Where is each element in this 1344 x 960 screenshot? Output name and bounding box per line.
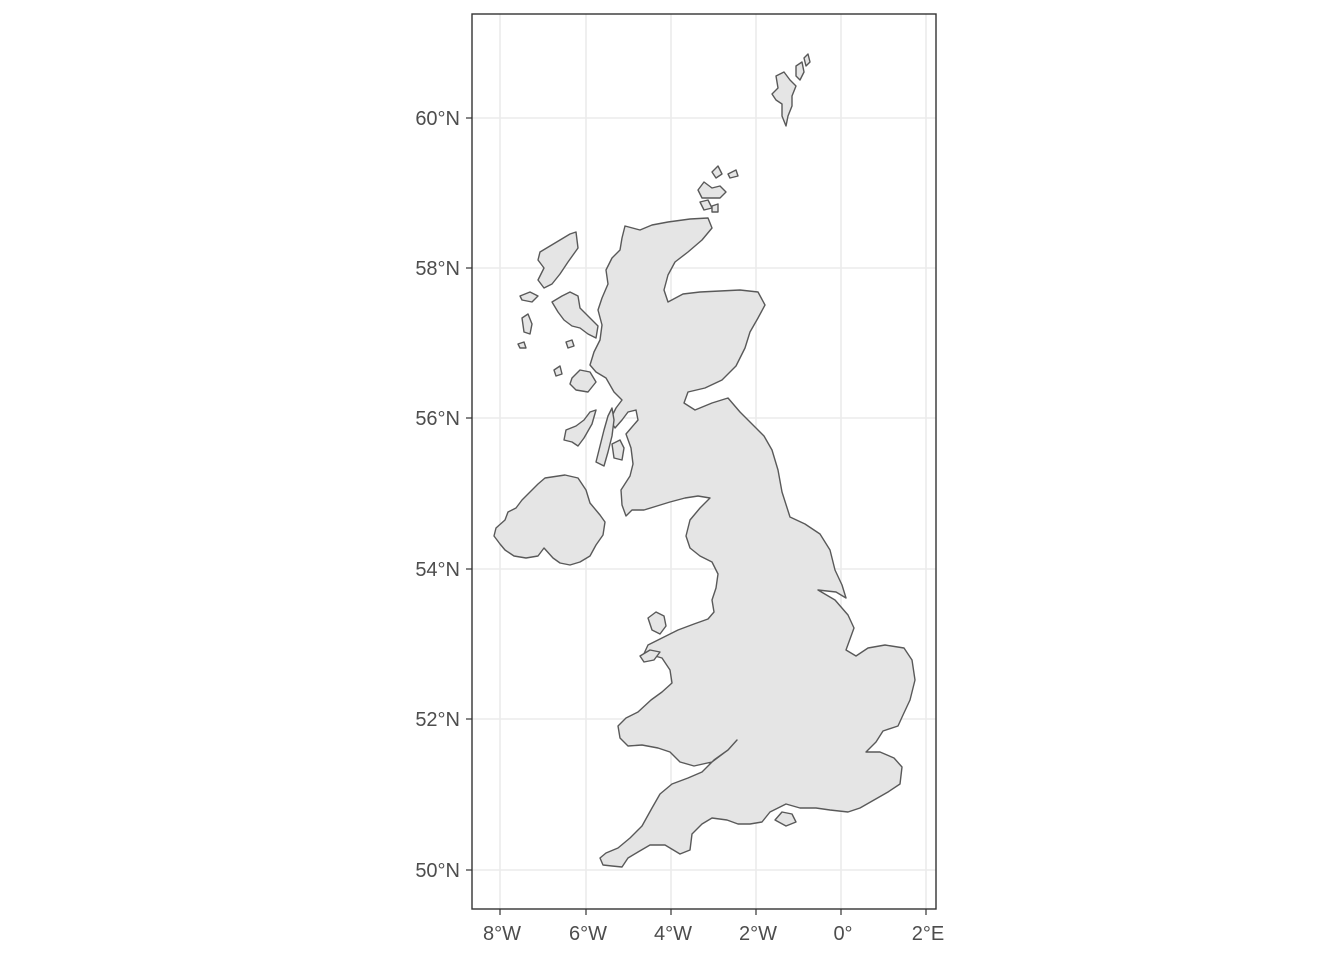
mull [569,369,597,393]
barra [517,341,527,349]
kintyre [595,407,615,467]
arran [611,439,625,461]
y-tick-label: 50°N [415,860,460,882]
y-tick-label: 56°N [415,408,460,430]
shetland-unst [803,53,811,67]
land-masses [493,53,916,868]
shetland-mainland [771,71,797,127]
northern-ireland [493,474,606,566]
south-uist [521,313,533,335]
orkney-main [697,181,727,199]
isle-of-man [647,611,667,635]
skye [551,291,599,339]
orkney-south [711,203,719,213]
y-tick-label: 52°N [415,709,460,731]
north-uist [519,291,539,303]
lewis-harris [537,231,579,289]
x-tick-label: 6°W [569,923,607,945]
isle-of-wight [774,811,797,827]
x-tick-label: 2°E [912,923,944,945]
rum [565,339,575,349]
y-axis: 60°N 58°N 56°N 54°N 52°N 50°N [415,108,472,882]
x-tick-label: 2°W [739,923,777,945]
x-axis: 8°W 6°W 4°W 2°W 0° 2°E [483,909,944,945]
y-tick-label: 54°N [415,559,460,581]
orkney-east [727,169,739,179]
y-tick-label: 58°N [415,258,460,280]
x-tick-label: 8°W [483,923,521,945]
islay-jura [563,409,597,447]
shetland-yell [795,61,805,81]
great-britain [589,217,916,868]
coll-tiree [553,365,563,377]
x-tick-label: 0° [833,923,852,945]
x-tick-label: 4°W [654,923,692,945]
orkney-north [711,165,723,179]
y-tick-label: 60°N [415,108,460,130]
anglesey [639,649,661,663]
panel-border [471,13,937,910]
